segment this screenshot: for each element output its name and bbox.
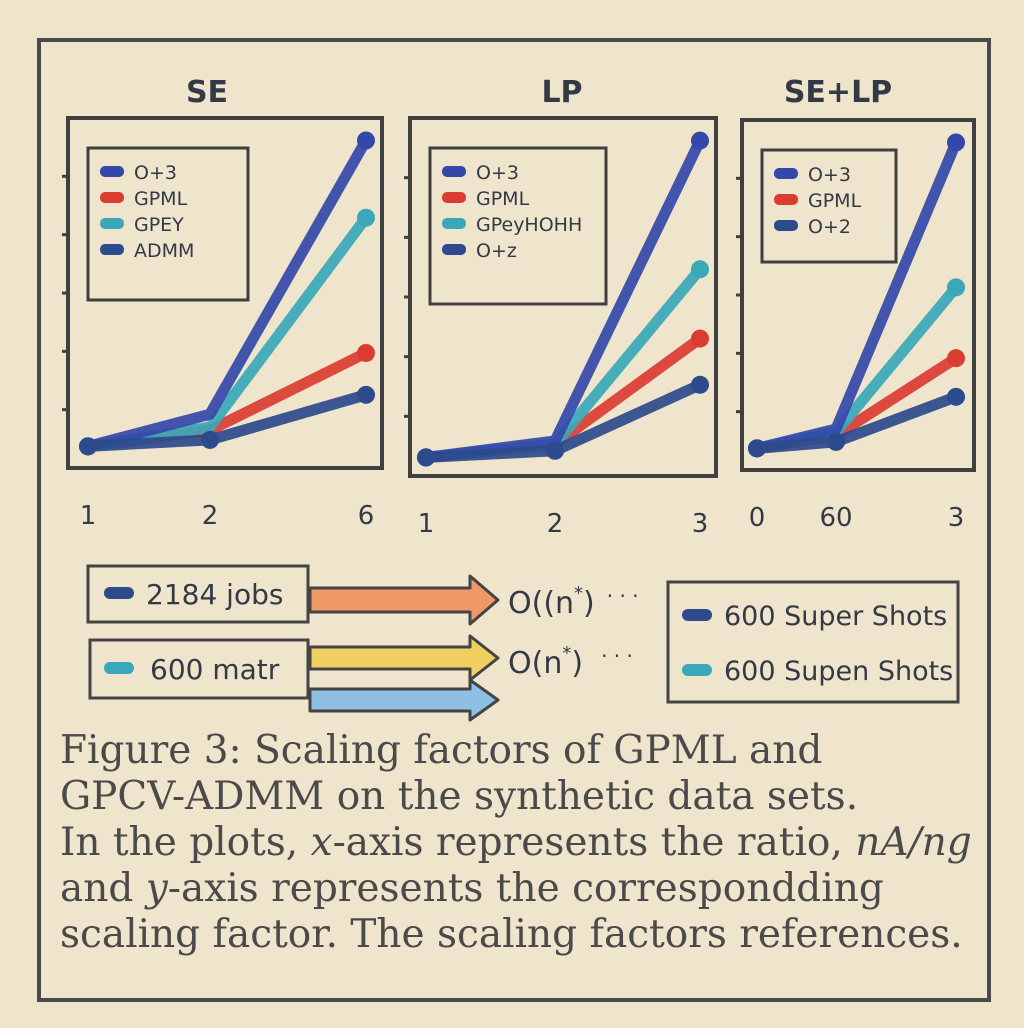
data-point — [357, 131, 375, 150]
data-point — [748, 439, 766, 458]
legend-swatch — [100, 192, 124, 203]
caption-line-4: and y-axis represents the correspondding — [60, 866, 990, 912]
shots-legend-label-2: 600 Supen Shots — [724, 656, 953, 687]
chart-title-se: SE — [186, 75, 228, 110]
caption-math-x: x — [310, 820, 333, 865]
caption-line-2: GPCV-ADMM on the synthetic data sets. — [60, 774, 859, 819]
jobs-swatch — [104, 587, 134, 599]
x-tick-label: 3 — [948, 503, 965, 533]
legend-swatch — [442, 244, 466, 255]
legend-swatch — [774, 194, 798, 205]
legend-label: GPML — [476, 188, 530, 210]
series-line — [82, 134, 372, 452]
shots-legend-label-1: 600 Super Shots — [724, 601, 947, 632]
flow-diagram: 2184 jobs 600 matr O((n*) · · · O(n*) · · … — [86, 564, 960, 722]
data-point — [691, 131, 709, 150]
legend-swatch — [442, 218, 466, 229]
x-tick-label: 1 — [80, 501, 97, 531]
caption-line-3: In the plots, x-axis represents the rati… — [60, 820, 990, 866]
arrow-matr — [308, 634, 500, 682]
input-box-jobs — [86, 564, 310, 624]
legend-label: O+3 — [476, 162, 519, 184]
legend-box — [760, 148, 898, 264]
data-point — [947, 133, 965, 152]
input-label-jobs: 2184 jobs — [146, 578, 283, 611]
legend-swatch — [774, 168, 798, 179]
legend-label: ADMM — [134, 240, 194, 262]
chart-title-se-lp: SE+LP — [784, 75, 892, 110]
caption-line-1: Figure 3: Scaling factors of GPML and — [60, 728, 823, 773]
data-point — [201, 430, 219, 449]
data-point — [691, 260, 709, 279]
figure-border — [37, 38, 991, 1002]
legend-swatch — [100, 166, 124, 177]
legend-swatch — [100, 218, 124, 229]
data-point — [947, 387, 965, 406]
caption-text: -axis represents the ratio, — [332, 820, 856, 865]
shots-swatch-2 — [682, 664, 712, 676]
arrow-jobs — [308, 574, 500, 626]
data-point — [947, 278, 965, 297]
x-tick-label: 2 — [202, 501, 219, 531]
legend-label: GPeyHOHH — [476, 214, 582, 236]
caption-line-5: scaling factor. The scaling factors refe… — [60, 912, 963, 957]
chart-panel-2: 0 60 3 O+3 GPML O+2 — [736, 118, 976, 533]
x-tick-label: 6 — [358, 501, 375, 531]
caption-text: In the plots, — [60, 820, 311, 865]
legend-swatch — [100, 244, 124, 255]
input-label-matr: 600 matr — [150, 653, 280, 686]
caption-text: -axis represents the correspondding — [167, 866, 884, 911]
legend-label: GPML — [134, 188, 188, 210]
data-point — [546, 441, 564, 460]
x-tick-label: 3 — [692, 509, 709, 539]
figure-caption: Figure 3: Scaling factors of GPML and GP… — [60, 728, 990, 958]
legend-swatch — [442, 192, 466, 203]
legend-label: GPEY — [134, 214, 184, 236]
data-point — [357, 343, 375, 362]
legend-label: GPML — [808, 190, 862, 212]
caption-math-ratio: nA/ng — [855, 820, 972, 865]
shots-swatch-1 — [682, 609, 712, 621]
legend-label: O+3 — [134, 162, 177, 184]
x-tick-label: 1 — [418, 509, 435, 539]
x-tick-label: 2 — [547, 509, 564, 539]
output-complexity-2: O(n*) · · · — [508, 643, 633, 681]
data-point — [417, 448, 435, 467]
caption-math-y: y — [145, 866, 168, 911]
output-complexity-1: O((n*) · · · — [508, 583, 639, 621]
data-point — [79, 437, 97, 456]
data-point — [357, 385, 375, 404]
data-point — [357, 208, 375, 227]
chart-panel-0: 1 2 6 O+3 GPML GPEY ADMM — [62, 116, 384, 531]
x-tick-label: 60 — [819, 503, 852, 533]
matr-swatch — [104, 662, 134, 674]
legend-swatch — [442, 166, 466, 177]
data-point — [947, 349, 965, 368]
x-tick-label: 0 — [749, 503, 766, 533]
input-box-matr — [88, 638, 310, 700]
legend-label: O+z — [476, 240, 517, 262]
data-point — [691, 329, 709, 348]
chart-panel-1: 1 2 3 O+3 GPML GPeyHOHH O+z — [404, 116, 718, 539]
data-point — [691, 375, 709, 394]
legend-swatch — [774, 220, 798, 231]
data-point — [827, 432, 845, 451]
legend-label: O+3 — [808, 164, 851, 186]
chart-title-lp: LP — [541, 75, 582, 110]
shots-legend-box — [666, 580, 960, 704]
caption-text: and — [60, 866, 146, 911]
legend-label: O+2 — [808, 216, 851, 238]
arrow-extra — [308, 678, 500, 722]
